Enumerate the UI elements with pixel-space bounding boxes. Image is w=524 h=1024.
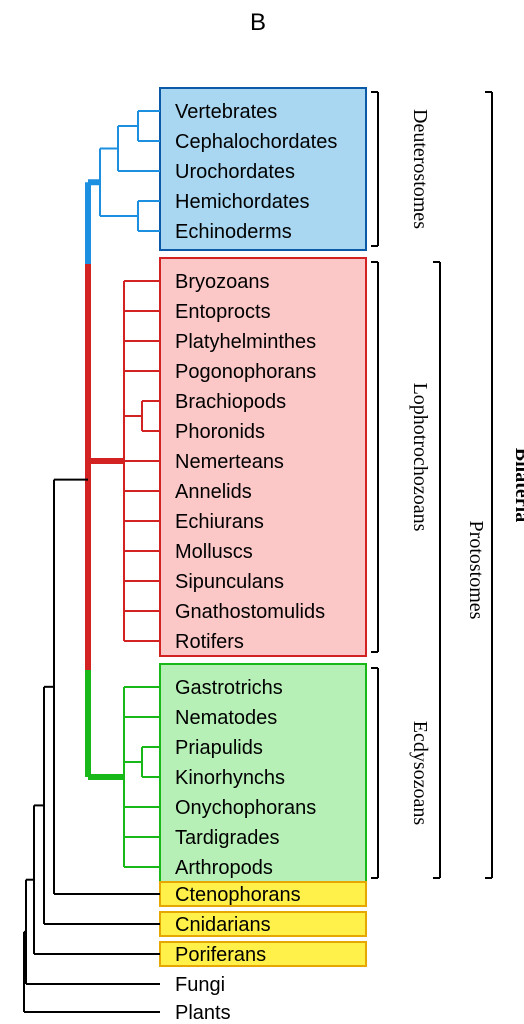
ecdysozoans-taxon-1: Nematodes — [175, 707, 277, 729]
deuterostomes-taxon-3: Hemichordates — [175, 191, 310, 213]
lophotrochozoans-taxon-9: Molluscs — [175, 541, 253, 563]
ecdysozoans-taxon-4: Onychophorans — [175, 797, 316, 819]
lophotrochozoans-taxon-1: Entoprocts — [175, 301, 271, 323]
ecdysozoans-taxon-3: Kinorhynchs — [175, 767, 285, 789]
ecdysozoans-taxon-2: Priapulids — [175, 737, 263, 759]
lophotrochozoans-taxon-8: Echiurans — [175, 511, 264, 533]
outgroup-label-2: Poriferans — [175, 944, 266, 966]
outgroup-label-1: Cnidarians — [175, 914, 271, 936]
bracket-label-bilateria: Bilateria — [511, 448, 524, 522]
bracket-label-lophotrochozoans: Lophotrochozoans — [409, 383, 431, 532]
lophotrochozoans-taxon-4: Brachiopods — [175, 391, 286, 413]
ecdysozoans-taxon-0: Gastrotrichs — [175, 677, 283, 699]
deuterostomes-taxon-2: Urochordates — [175, 161, 295, 183]
deuterostomes-taxon-4: Echinoderms — [175, 221, 292, 243]
lophotrochozoans-taxon-12: Rotifers — [175, 631, 244, 653]
lophotrochozoans-taxon-3: Pogonophorans — [175, 361, 316, 383]
ecdysozoans-taxon-6: Arthropods — [175, 857, 273, 879]
bracket-label-deuterostomes: Deuterostomes — [409, 109, 431, 229]
lophotrochozoans-taxon-10: Sipunculans — [175, 571, 284, 593]
outgroup-label-3: Fungi — [175, 974, 225, 996]
lophotrochozoans-taxon-5: Phoronids — [175, 421, 265, 443]
lophotrochozoans-taxon-0: Bryozoans — [175, 271, 270, 293]
deuterostomes-taxon-1: Cephalochordates — [175, 131, 337, 153]
lophotrochozoans-taxon-7: Annelids — [175, 481, 252, 503]
deuterostomes-taxon-0: Vertebrates — [175, 101, 277, 123]
ecdysozoans-taxon-5: Tardigrades — [175, 827, 280, 849]
outgroup-label-4: Plants — [175, 1002, 231, 1024]
bracket-label-protostomes: Protostomes — [465, 521, 487, 620]
outgroup-label-0: Ctenophorans — [175, 884, 301, 906]
lophotrochozoans-taxon-11: Gnathostomulids — [175, 601, 325, 623]
lophotrochozoans-taxon-2: Platyhelminthes — [175, 331, 316, 353]
panel-letter: B — [250, 9, 266, 36]
bracket-label-ecdysozoans: Ecdysozoans — [409, 721, 431, 826]
lophotrochozoans-taxon-6: Nemerteans — [175, 451, 284, 473]
